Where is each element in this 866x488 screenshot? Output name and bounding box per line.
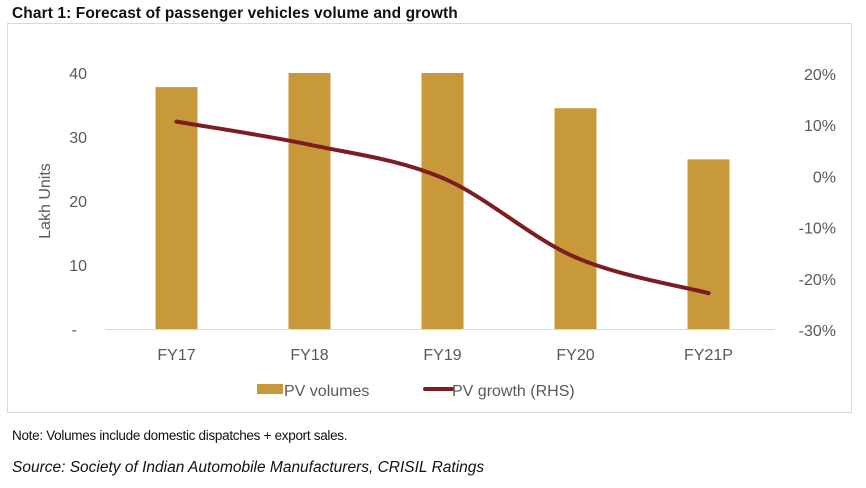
growth-point-fy20 [573,255,578,260]
bar-fy21p [687,159,730,329]
y2-tick-label: -20% [799,272,836,289]
y2-tick-label: -30% [799,323,836,340]
y-tick-label: - [72,322,77,339]
legend: PV volumes PV growth (RHS) [257,383,575,400]
chart-source: Source: Society of Indian Automobile Man… [12,459,485,476]
y-tick-label: 30 [69,130,87,147]
growth-point-fy18 [307,142,312,147]
x-tick-label: FY19 [423,347,461,364]
bar-fy19 [421,73,464,329]
y2-tick-label: -10% [799,221,836,238]
bars-layer [155,73,730,329]
x-tick-label: FY17 [157,347,195,364]
y2-tick-label: 0% [813,169,836,186]
y-tick-label: 10 [69,258,87,275]
bar-fy18 [288,73,331,329]
legend-label-pv-volumes: PV volumes [284,383,369,400]
y2-tick-label: 10% [804,118,836,135]
growth-point-fy21p [706,291,711,296]
x-tick-label: FY18 [290,347,328,364]
x-tick-label: FY21P [684,347,733,364]
y-tick-label: 20 [69,194,87,211]
bar-fy17 [155,87,198,329]
legend-label-pv-growth: PV growth (RHS) [452,383,575,400]
y-axis-label: Lakh Units [37,163,54,239]
growth-point-fy17 [174,119,179,124]
chart-note: Note: Volumes include domestic dispatche… [12,428,348,443]
growth-point-fy19 [440,175,445,180]
y2-tick-label: 20% [804,67,836,84]
bar-fy20 [554,108,597,329]
y-tick-label: 40 [69,66,87,83]
growth-points-layer [174,119,711,296]
y-axis-right: -30% -20% -10% 0% 10% 20% [799,67,836,340]
y-axis-left: - 10 20 30 40 [69,66,87,339]
legend-swatch-pv-volumes [257,384,283,394]
x-axis: FY17 FY18 FY19 FY20 FY21P [157,347,733,364]
chart-title: Chart 1: Forecast of passenger vehicles … [12,5,458,22]
x-tick-label: FY20 [556,347,594,364]
